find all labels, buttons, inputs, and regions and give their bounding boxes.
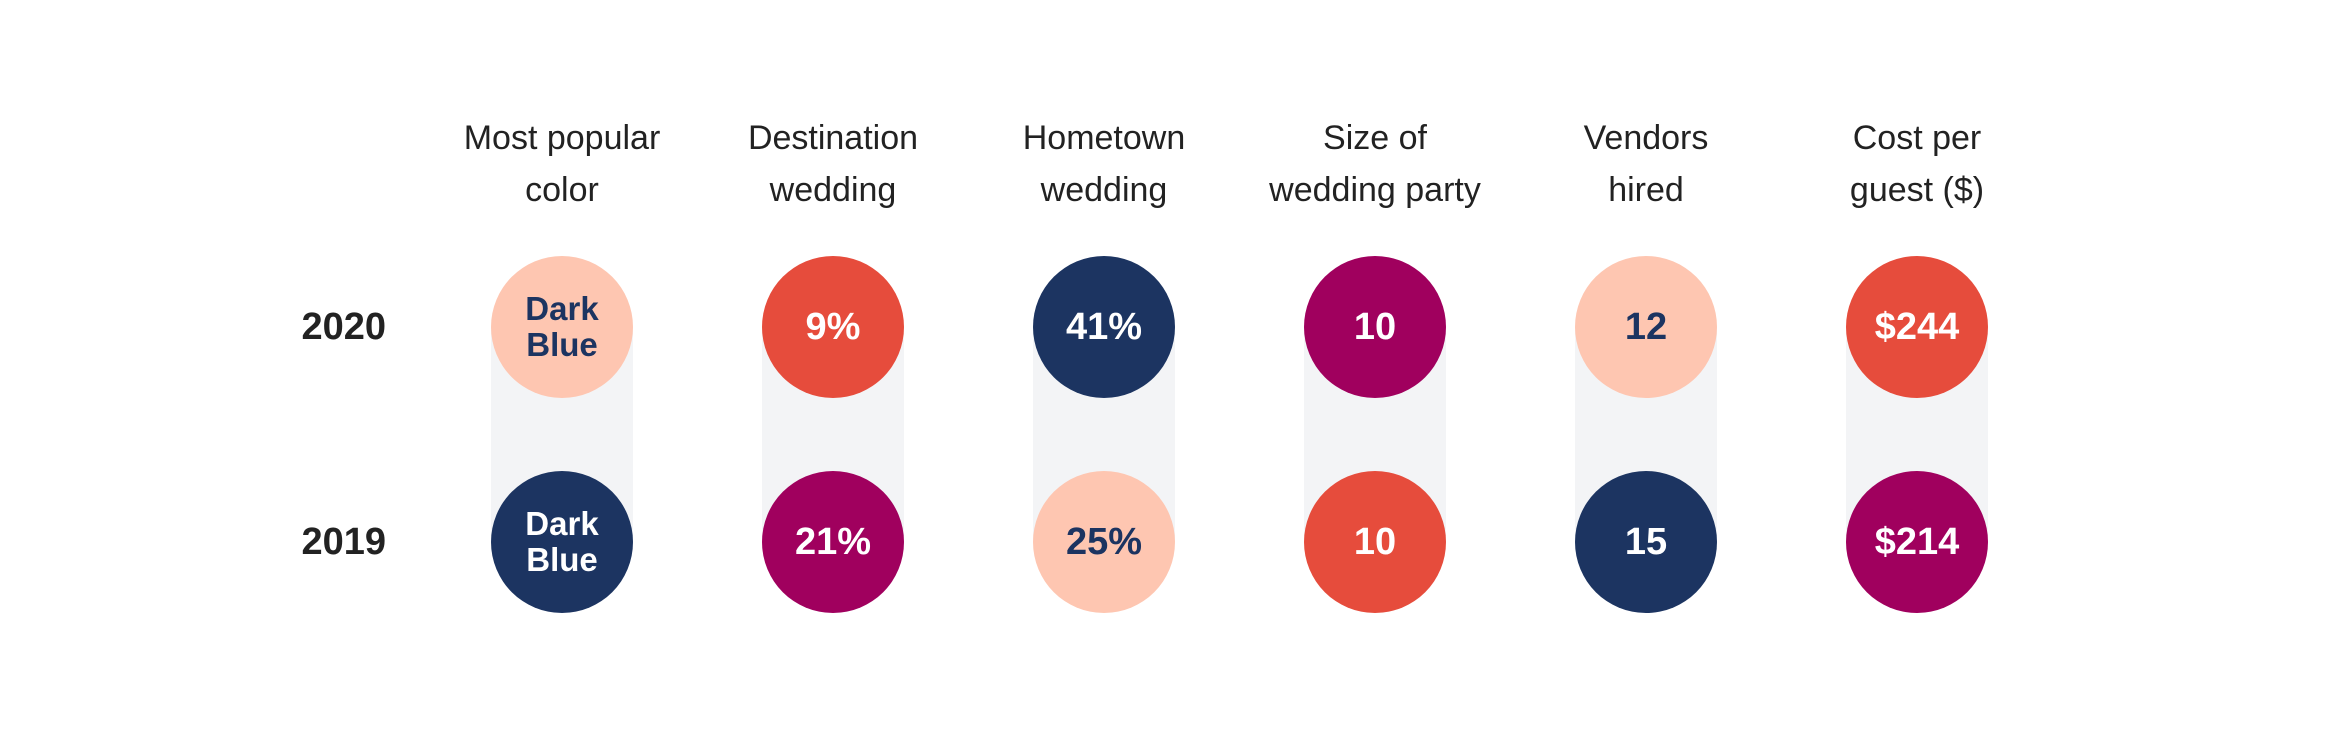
bubble-label: 15 bbox=[1624, 521, 1668, 563]
bubble-label: 41% bbox=[1065, 306, 1143, 348]
bubble-label: $244 bbox=[1874, 306, 1960, 348]
value-bubble: Dark Blue bbox=[491, 471, 633, 613]
value-bubble: $214 bbox=[1846, 471, 1988, 613]
value-bubble: Dark Blue bbox=[491, 256, 633, 398]
value-bubble: 10 bbox=[1304, 256, 1446, 398]
bubble-label: 25% bbox=[1065, 521, 1143, 563]
value-bubble: 12 bbox=[1575, 256, 1717, 398]
value-bubble: $244 bbox=[1846, 256, 1988, 398]
bubble-label: 21% bbox=[794, 521, 872, 563]
bubble-label: 9% bbox=[805, 306, 861, 348]
row-label-2020: 2020 bbox=[301, 306, 386, 348]
bubble-label: 12 bbox=[1624, 306, 1668, 348]
column-header: Hometown wedding bbox=[1022, 119, 1186, 209]
row-label-2019: 2019 bbox=[301, 521, 386, 563]
column-header: Cost per guest ($) bbox=[1849, 119, 1985, 209]
column-header: Vendors hired bbox=[1583, 119, 1709, 209]
value-bubble: 21% bbox=[762, 471, 904, 613]
bubble-label: 10 bbox=[1353, 521, 1397, 563]
column-header: Destination wedding bbox=[747, 119, 919, 209]
column-header: Size of wedding party bbox=[1269, 119, 1481, 209]
value-bubble: 25% bbox=[1033, 471, 1175, 613]
value-bubble: 10 bbox=[1304, 471, 1446, 613]
value-bubble: 9% bbox=[762, 256, 904, 398]
bubble-label: Dark Blue bbox=[525, 505, 599, 578]
bubble-label: 10 bbox=[1353, 306, 1397, 348]
value-bubble: 15 bbox=[1575, 471, 1717, 613]
bubble-label: $214 bbox=[1874, 521, 1960, 563]
bubble-label: Dark Blue bbox=[525, 290, 599, 363]
value-bubble: 41% bbox=[1033, 256, 1175, 398]
column-header: Most popular color bbox=[463, 119, 661, 209]
